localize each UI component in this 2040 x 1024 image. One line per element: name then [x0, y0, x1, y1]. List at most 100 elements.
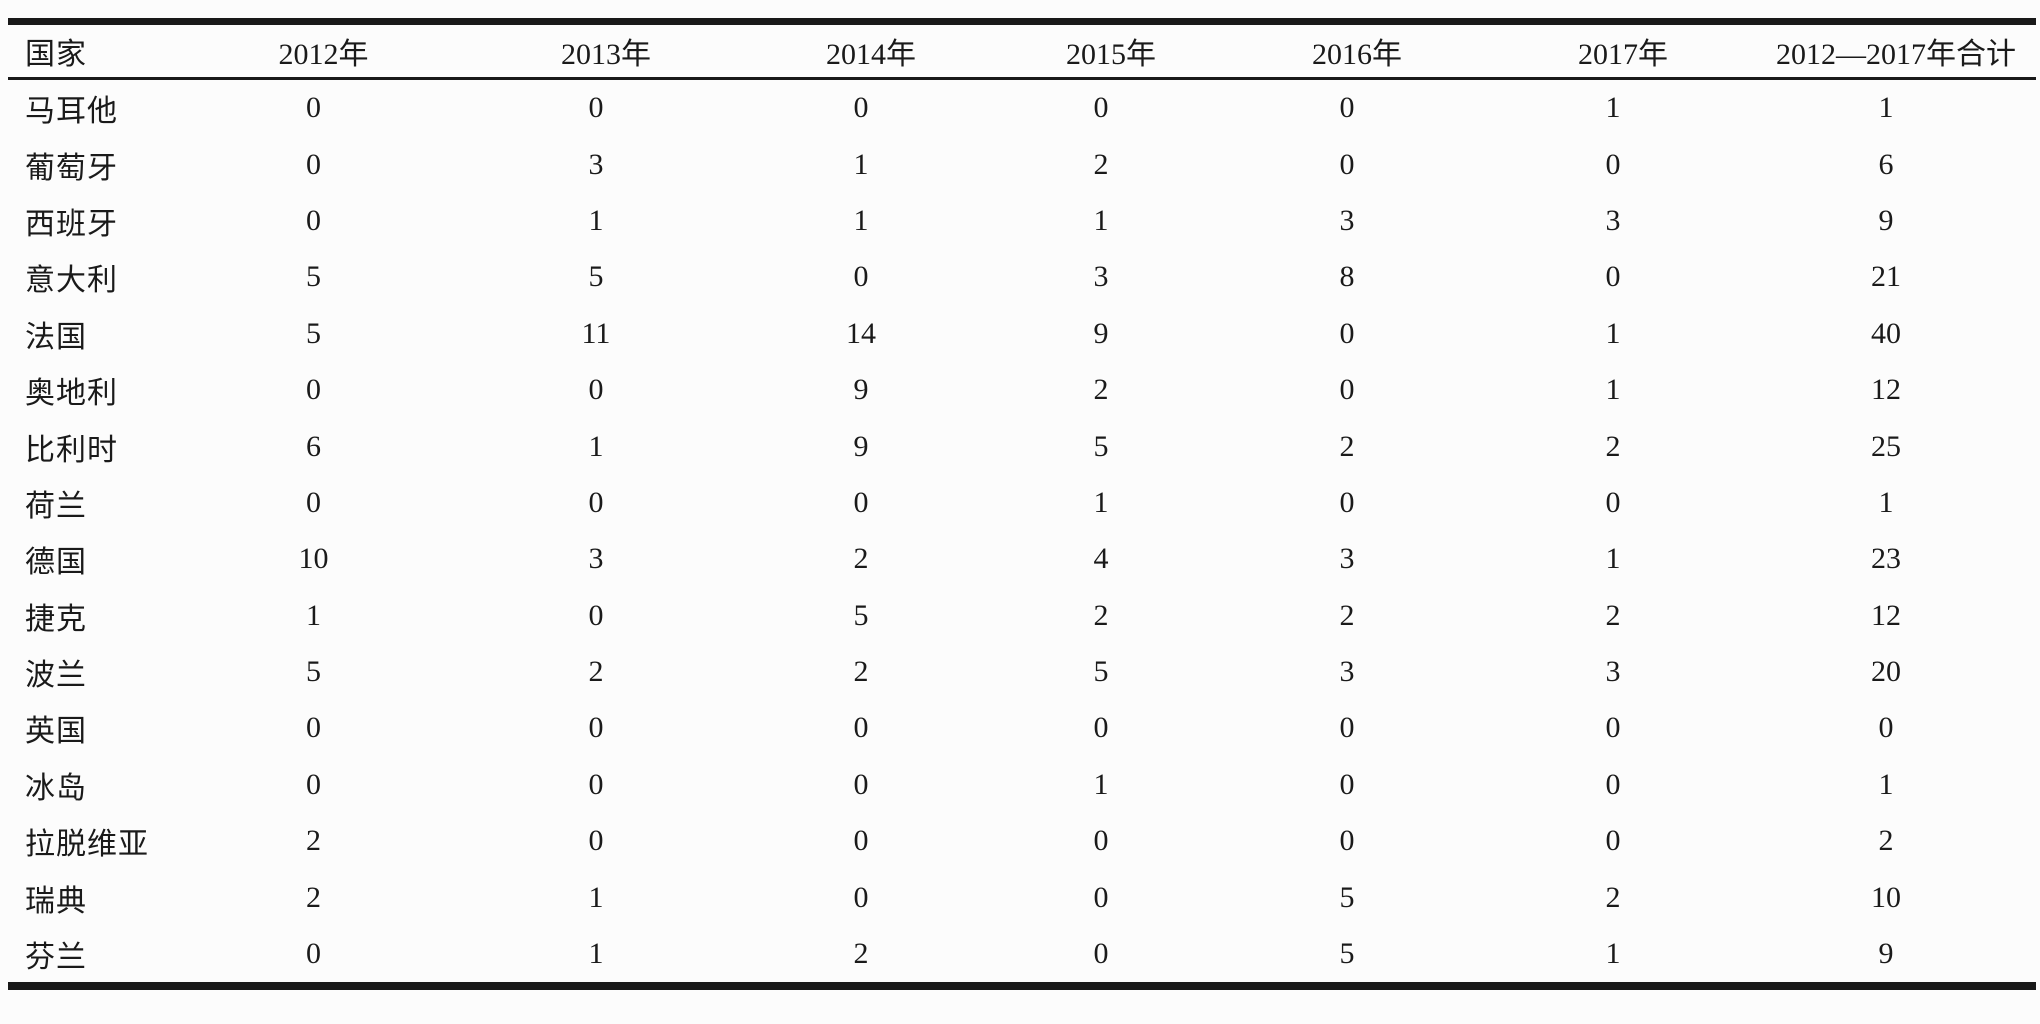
year-value-cell: 0	[1339, 711, 1355, 745]
year-value-cell: 0	[306, 711, 321, 745]
year-value-cell: 1	[1093, 485, 1109, 519]
total-value-cell: 9	[1878, 203, 1894, 237]
year-value-cell: 4	[1093, 542, 1109, 576]
year-value-cell: 0	[588, 598, 604, 632]
year-value-cell: 1	[1605, 91, 1621, 125]
table-row: 波兰 5 2 2 5 3 3 20	[8, 644, 2036, 700]
total-value-cell: 20	[1871, 655, 1901, 689]
year-value-cell: 3	[588, 147, 604, 181]
year-value-cell: 2	[1605, 598, 1621, 632]
year-value-cell: 0	[853, 711, 869, 745]
year-value-cell: 0	[1605, 147, 1621, 181]
year-value-cell: 0	[306, 485, 321, 519]
table-row: 捷克 1 0 5 2 2 2 12	[8, 588, 2036, 644]
scanned-table-page: 国家 2012年 2013年 2014年 2015年 2016年 2017年 2012—201…	[0, 18, 2040, 1024]
table-row: 瑞典 2 1 0 0 5 2 10	[8, 869, 2036, 925]
year-value-cell: 0	[853, 767, 869, 801]
table-row: 拉脱维亚 2 0 0 0 0 0 2	[8, 813, 2036, 869]
year-value-cell: 1	[588, 880, 604, 914]
country-name-cell: 比利时	[25, 433, 118, 467]
year-value-cell: 5	[1093, 655, 1109, 689]
year-value-cell: 1	[588, 203, 604, 237]
table-row: 荷兰 0 0 0 1 0 0 1	[8, 475, 2036, 531]
year-value-cell: 2	[1093, 147, 1109, 181]
year-value-cell: 0	[1605, 260, 1621, 294]
country-name-cell: 法国	[25, 320, 87, 354]
total-value-cell: 6	[1878, 147, 1894, 181]
total-value-cell: 23	[1871, 542, 1901, 576]
year-value-cell: 2	[1093, 598, 1109, 632]
year-value-cell: 1	[1605, 937, 1621, 971]
table-row: 芬兰 0 1 2 0 5 1 9	[8, 926, 2036, 986]
total-value-cell: 40	[1871, 316, 1901, 350]
country-name-cell: 荷兰	[25, 489, 87, 523]
year-value-cell: 3	[1339, 203, 1355, 237]
year-value-cell: 0	[1339, 767, 1355, 801]
table-row: 冰岛 0 0 0 1 0 0 1	[8, 757, 2036, 813]
year-value-cell: 0	[853, 824, 869, 858]
year-value-cell: 3	[1093, 260, 1109, 294]
year-value-cell: 5	[1339, 937, 1355, 971]
year-value-cell: 1	[588, 937, 604, 971]
year-value-cell: 5	[853, 598, 869, 632]
header-row: 国家 2012年 2013年 2014年 2015年 2016年 2017年 2012—201…	[8, 21, 2036, 80]
year-value-cell: 0	[1093, 937, 1109, 971]
column-header-year: 2014年	[748, 21, 998, 80]
year-value-cell: 0	[853, 485, 869, 519]
year-value-cell: 0	[588, 485, 604, 519]
year-value-cell: 2	[588, 655, 604, 689]
column-header-year: 2012年	[183, 21, 468, 80]
year-value-cell: 14	[846, 316, 876, 350]
year-value-cell: 0	[1093, 880, 1109, 914]
year-value-cell: 0	[588, 373, 604, 407]
year-value-cell: 11	[581, 316, 611, 350]
year-value-cell: 0	[1605, 767, 1621, 801]
year-value-cell: 1	[853, 147, 869, 181]
country-name-cell: 英国	[25, 715, 87, 749]
column-header-year: 2013年	[468, 21, 748, 80]
year-value-cell: 1	[1605, 542, 1621, 576]
year-value-cell: 0	[1605, 485, 1621, 519]
column-header-year: 2015年	[998, 21, 1228, 80]
year-value-cell: 2	[1093, 373, 1109, 407]
total-value-cell: 12	[1871, 598, 1901, 632]
year-value-cell: 5	[306, 316, 321, 350]
year-value-cell: 0	[1339, 91, 1355, 125]
year-value-cell: 0	[853, 880, 869, 914]
table-row: 意大利 5 5 0 3 8 0 21	[8, 249, 2036, 305]
year-value-cell: 8	[1339, 260, 1355, 294]
year-value-cell: 0	[306, 937, 321, 971]
total-value-cell: 10	[1871, 880, 1901, 914]
year-value-cell: 1	[306, 598, 321, 632]
year-value-cell: 0	[1093, 91, 1109, 125]
table-row: 德国 10 3 2 4 3 1 23	[8, 531, 2036, 587]
year-value-cell: 6	[306, 429, 321, 463]
table-body: 马耳他 0 0 0 0 0 1 1 葡萄牙 0 3 1 2 0 0 6 西班牙 0 1 1 1 3 3 9 意大利 5 5 0 3 8 0 2…	[8, 79, 2036, 987]
year-value-cell: 1	[853, 203, 869, 237]
column-header-year: 2017年	[1490, 21, 1760, 80]
country-name-cell: 芬兰	[25, 941, 87, 975]
total-value-cell: 2	[1878, 824, 1894, 858]
year-value-cell: 2	[853, 937, 869, 971]
year-value-cell: 9	[853, 373, 869, 407]
total-value-cell: 21	[1871, 260, 1901, 294]
year-value-cell: 2	[1605, 880, 1621, 914]
column-header-country: 国家	[8, 21, 183, 80]
year-value-cell: 10	[298, 542, 329, 576]
year-value-cell: 2	[853, 542, 869, 576]
year-value-cell: 0	[306, 373, 321, 407]
year-value-cell: 3	[588, 542, 604, 576]
year-value-cell: 3	[1339, 542, 1355, 576]
year-value-cell: 0	[1339, 485, 1355, 519]
year-value-cell: 2	[306, 880, 321, 914]
year-value-cell: 5	[306, 260, 321, 294]
table-row: 西班牙 0 1 1 1 3 3 9	[8, 193, 2036, 249]
column-header-year: 2012—2017年合计	[1760, 21, 2036, 80]
year-value-cell: 0	[1339, 147, 1355, 181]
table-row: 比利时 6 1 9 5 2 2 25	[8, 418, 2036, 474]
table-row: 葡萄牙 0 3 1 2 0 0 6	[8, 136, 2036, 192]
year-value-cell: 0	[1093, 711, 1109, 745]
year-value-cell: 1	[1093, 767, 1109, 801]
year-value-cell: 0	[1605, 711, 1621, 745]
country-name-cell: 意大利	[25, 264, 118, 298]
